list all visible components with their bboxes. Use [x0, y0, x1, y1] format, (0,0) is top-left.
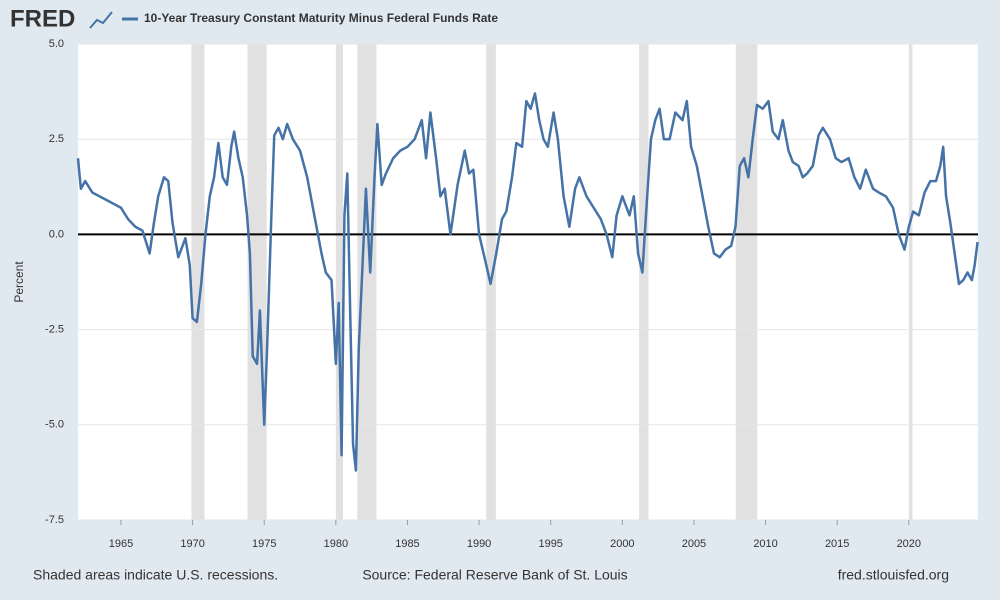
x-tick-label: 2010: [753, 538, 777, 550]
y-tick-label: -5.0: [45, 419, 64, 431]
plot-area: [78, 44, 978, 520]
x-tick-label: 1995: [538, 538, 562, 550]
footer-url[interactable]: fred.stlouisfed.org: [838, 567, 949, 583]
logo[interactable]: FRED: [10, 5, 75, 32]
x-tick-label: 2015: [825, 538, 849, 550]
recession-band: [247, 44, 267, 520]
recession-band: [735, 44, 758, 520]
x-tick-label: 2005: [682, 538, 706, 550]
recession-band: [335, 44, 344, 520]
y-axis-label: Percent: [12, 261, 26, 303]
logo-icon: [89, 11, 113, 29]
recession-band: [908, 44, 913, 520]
footer-source: Source: Federal Reserve Bank of St. Loui…: [362, 567, 627, 583]
x-tick-label: 1965: [109, 538, 133, 550]
y-tick-label: 0.0: [49, 228, 64, 240]
x-tick-label: 2000: [610, 538, 634, 550]
x-tick-label: 1970: [180, 538, 204, 550]
recession-band: [357, 44, 377, 520]
x-tick-label: 2020: [897, 538, 921, 550]
x-tick-label: 1975: [252, 538, 276, 550]
y-tick-label: -7.5: [45, 514, 64, 526]
y-tick-label: 5.0: [49, 38, 64, 50]
recession-band: [191, 44, 205, 520]
y-tick-label: 2.5: [49, 133, 64, 145]
line-series: [76, 92, 979, 472]
footer-note[interactable]: Shaded areas indicate U.S. recessions.: [33, 567, 278, 583]
x-tick-label: 1980: [324, 538, 348, 550]
recession-band: [639, 44, 649, 520]
x-tick-label: 1990: [467, 538, 491, 550]
legend-label: 10-Year Treasury Constant Maturity Minus…: [144, 11, 498, 25]
x-tick-label: 1985: [395, 538, 419, 550]
y-tick-label: -2.5: [45, 324, 64, 336]
